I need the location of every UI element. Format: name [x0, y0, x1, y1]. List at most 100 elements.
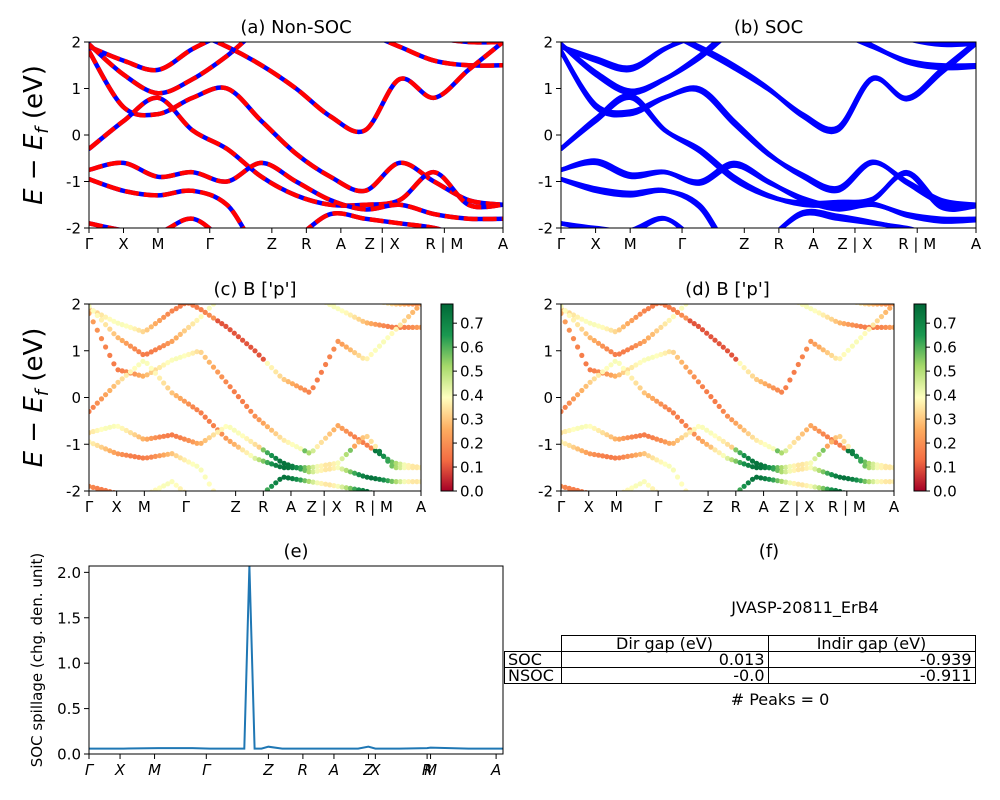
projection-point: [704, 427, 710, 433]
projection-point: [575, 314, 581, 320]
projection-point: [845, 443, 851, 449]
projection-point: [240, 337, 246, 343]
x-tick-label: M: [424, 761, 437, 779]
projection-point: [169, 390, 175, 396]
colorbar-tick-label: 0.0: [933, 483, 957, 501]
projection-point: [389, 324, 395, 330]
projection-point: [319, 298, 324, 303]
projection-point: [629, 317, 635, 324]
projection-point: [612, 436, 618, 442]
projection-point: [115, 367, 121, 373]
projection-point: [347, 312, 353, 318]
projection-point: [356, 487, 362, 491]
projection-point: [306, 450, 312, 456]
projection-point: [812, 308, 818, 314]
projection-point: [406, 304, 412, 307]
colorbar-tick-label: 0.3: [460, 411, 484, 429]
projection-point: [845, 476, 851, 482]
projection-point: [165, 385, 171, 391]
projection-point: [754, 465, 760, 471]
projection-point: [128, 492, 133, 497]
projection-point: [281, 460, 287, 466]
projection-point: [562, 404, 568, 410]
projection-point: [816, 310, 822, 316]
projection-point: [637, 433, 643, 439]
projection-point: [645, 453, 652, 459]
projection-point: [152, 370, 158, 376]
projection-point: [210, 423, 217, 429]
projection-point: [244, 403, 250, 409]
x-tick-label: M: [138, 498, 151, 516]
projection-point: [285, 462, 291, 468]
projection-point: [841, 298, 846, 303]
projection-point: [749, 434, 756, 440]
projection-point: [260, 356, 266, 362]
projection-point: [248, 452, 254, 459]
projection-point: [127, 324, 134, 330]
projection-point: [397, 465, 403, 471]
projection-point: [820, 312, 826, 318]
projection-point: [866, 304, 872, 307]
projection-point: [745, 480, 751, 486]
projection-point: [206, 435, 212, 441]
projection-point: [194, 407, 200, 413]
x-tick-label: M: [152, 235, 165, 253]
projection-point: [878, 314, 885, 320]
projection-point: [372, 443, 378, 449]
spillage-line: [89, 566, 503, 750]
projection-point: [298, 385, 304, 391]
projection-point: [157, 317, 163, 324]
projection-point: [633, 380, 639, 386]
y-tick-label: 1: [543, 80, 553, 98]
projection-point: [699, 384, 706, 390]
projection-point: [758, 475, 764, 481]
projection-point: [849, 448, 856, 454]
projection-point: [306, 469, 312, 475]
projection-point: [103, 425, 109, 431]
projection-point: [190, 404, 196, 410]
projection-point: [119, 376, 125, 382]
projection-point: [758, 379, 764, 385]
projection-point: [770, 385, 776, 391]
projection-point: [795, 462, 801, 468]
projection-point: [683, 315, 689, 321]
projection-point: [223, 323, 229, 329]
x-tick-label: A: [416, 498, 427, 516]
projection-point: [323, 462, 329, 468]
y-tick-label: 2.0: [57, 564, 81, 582]
y-tick-label: 2: [543, 34, 553, 52]
projection-point: [206, 305, 212, 311]
projection-point: [824, 350, 831, 356]
x-tick-label: A: [889, 498, 900, 516]
projection-point: [870, 304, 876, 307]
projection-point: [331, 465, 337, 471]
projection-point: [145, 492, 150, 497]
projection-point: [712, 337, 718, 343]
projection-point: [883, 479, 889, 485]
projection-point: [674, 474, 681, 480]
projection-point: [583, 331, 589, 337]
projection-point: [674, 437, 681, 444]
projection-point: [364, 442, 370, 448]
projection-point: [298, 446, 304, 452]
x-tick-label: Z: [739, 235, 749, 253]
projection-point: [202, 414, 208, 420]
projection-point: [583, 383, 589, 389]
projection-point: [612, 373, 618, 379]
projection-point: [161, 362, 167, 368]
projection-point: [758, 462, 764, 468]
projection-point: [186, 324, 192, 330]
projection-point: [136, 362, 142, 368]
projection-point: [820, 447, 826, 453]
projection-point: [210, 432, 217, 438]
projection-point: [891, 324, 894, 330]
projection-point: [277, 458, 283, 464]
projection-point: [273, 369, 279, 375]
projection-point: [724, 455, 731, 461]
projection-point: [762, 476, 768, 482]
projection-point: [231, 441, 237, 447]
x-tick-label: A: [490, 761, 501, 779]
projection-point: [792, 298, 797, 303]
projection-point: [591, 322, 597, 328]
projection-point: [620, 324, 627, 330]
